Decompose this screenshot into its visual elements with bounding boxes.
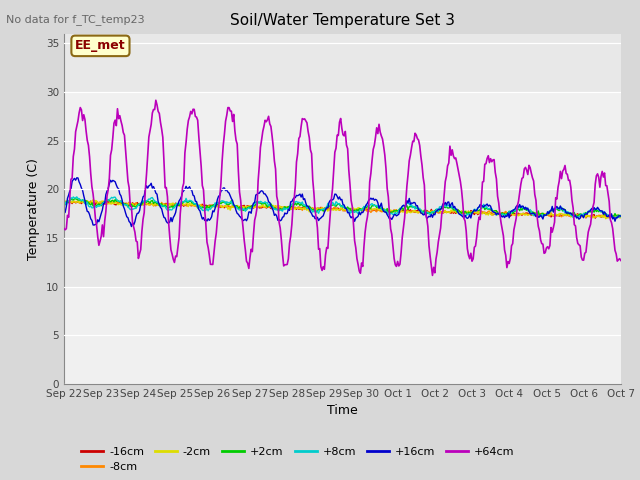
Y-axis label: Temperature (C): Temperature (C) [28,158,40,260]
Bar [64,92,621,189]
Legend: -16cm, -8cm, -2cm, +2cm, +8cm, +16cm, +64cm: -16cm, -8cm, -2cm, +2cm, +8cm, +16cm, +6… [77,442,519,477]
Bar [64,287,621,384]
Title: Soil/Water Temperature Set 3: Soil/Water Temperature Set 3 [230,13,455,28]
Text: No data for f_TC_temp23: No data for f_TC_temp23 [6,14,145,25]
X-axis label: Time: Time [327,405,358,418]
Text: EE_met: EE_met [75,39,126,52]
